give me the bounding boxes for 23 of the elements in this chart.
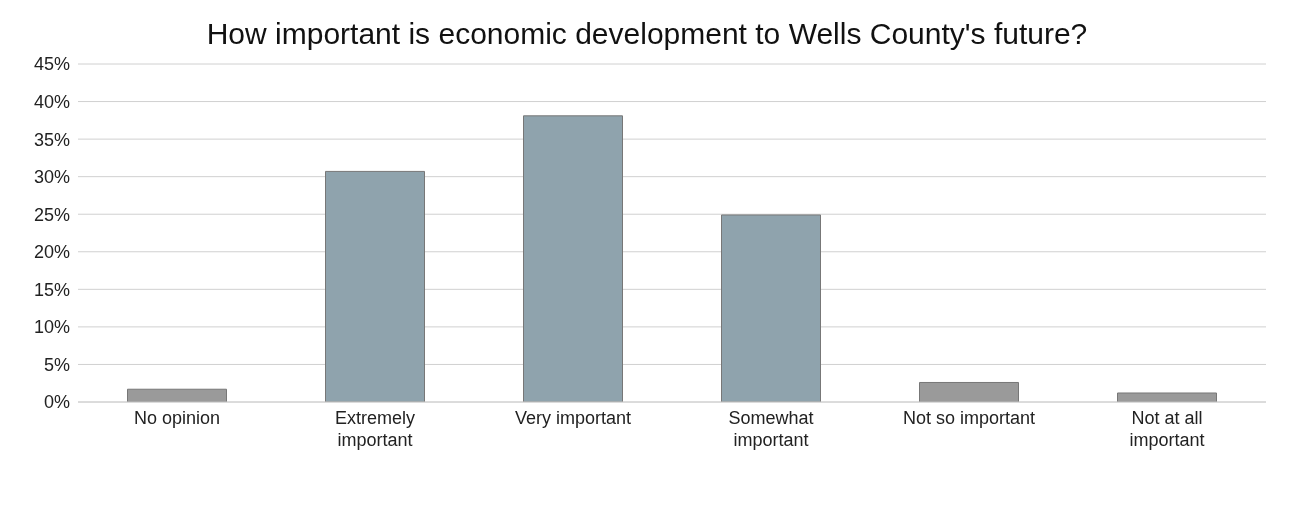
y-tick-label: 5% — [43, 354, 70, 375]
y-tick-label: 20% — [33, 242, 70, 263]
bar — [1117, 392, 1217, 402]
x-tick-label: Not so important — [902, 408, 1036, 428]
x-tick-label: Not at all important — [1129, 408, 1205, 450]
y-tick-label: 30% — [33, 167, 70, 188]
x-tick-label: Very important — [514, 408, 632, 428]
bar — [127, 388, 227, 402]
x-tick-label: Extremely important — [334, 408, 416, 450]
y-tick-label: 15% — [33, 279, 70, 300]
y-tick-label: 40% — [33, 91, 70, 112]
bar — [919, 381, 1019, 402]
bar — [523, 115, 623, 402]
y-tick-label: 0% — [43, 392, 70, 413]
x-tick-label: No opinion — [133, 408, 221, 428]
chart-title: How important is economic development to Wells County's future? — [205, 16, 1089, 52]
bar — [325, 170, 425, 402]
y-tick-label: 45% — [33, 54, 70, 75]
y-tick-label: 35% — [33, 129, 70, 150]
y-tick-label: 25% — [33, 204, 70, 225]
y-tick-label: 10% — [33, 317, 70, 338]
bar — [721, 214, 821, 402]
x-tick-label: Somewhat important — [728, 408, 814, 450]
